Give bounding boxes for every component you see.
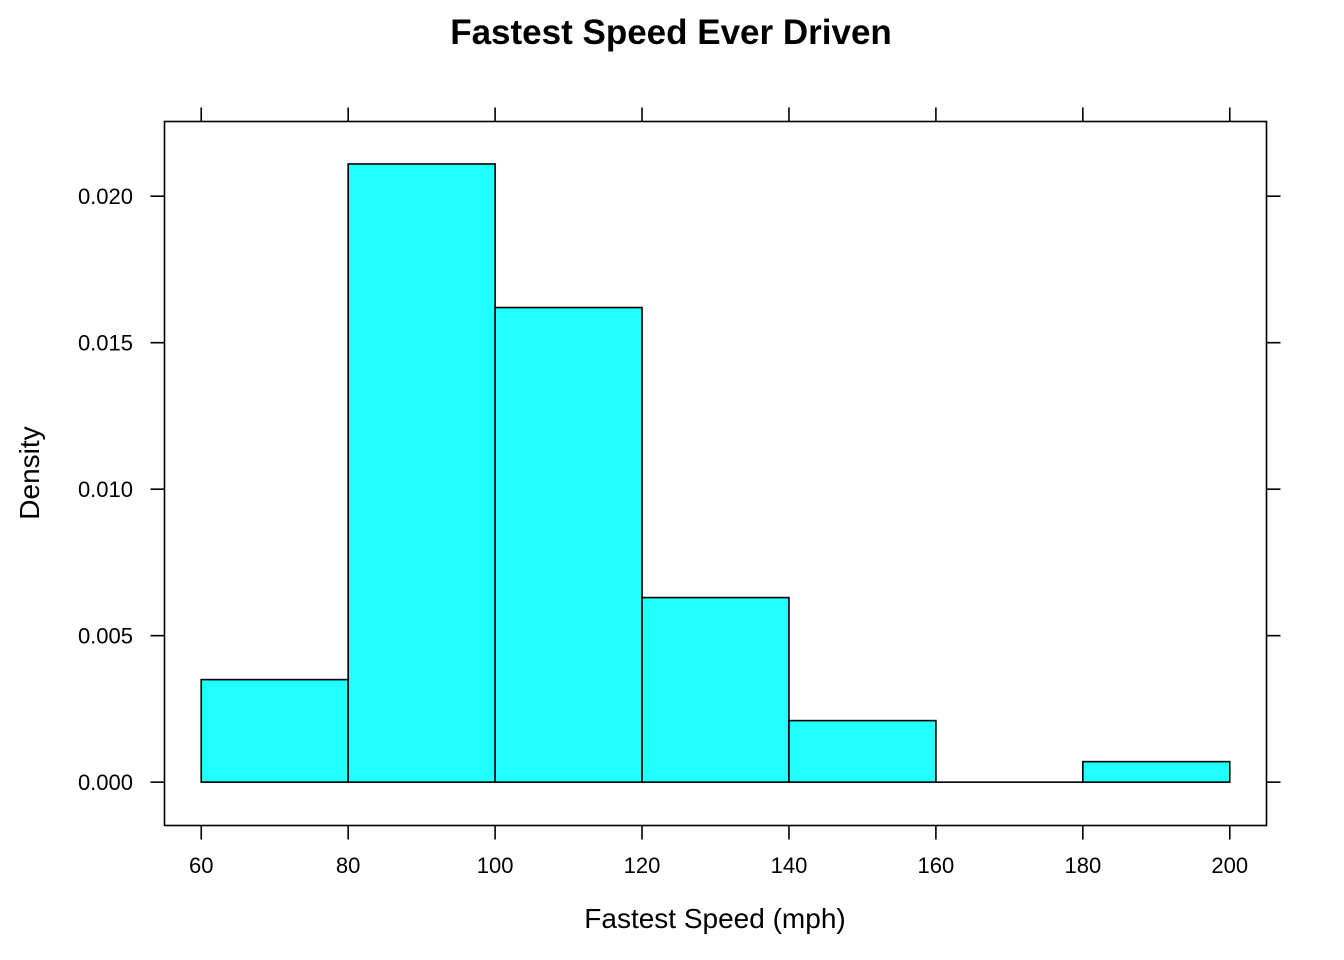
y-tick-label: 0.005: [78, 624, 133, 649]
x-tick-label: 80: [336, 853, 360, 878]
y-tick-label: 0.010: [78, 477, 133, 502]
y-axis: 0.000 0.005 0.010 0.015 0.020: [78, 184, 1281, 795]
bars-group: [200, 163, 1231, 783]
histogram-bar: [200, 678, 349, 783]
x-tick-label: 180: [1064, 853, 1101, 878]
y-axis-label: Density: [14, 426, 45, 519]
histogram-bar: [494, 306, 643, 783]
x-tick-label: 100: [477, 853, 514, 878]
x-axis: 60 80 100 120 140 160 180 200: [189, 107, 1248, 878]
histogram-bar: [347, 163, 496, 783]
histogram-bar: [1082, 760, 1231, 783]
plot-frame: [163, 120, 1268, 827]
y-tick-label: 0.020: [78, 184, 133, 209]
x-tick-label: 160: [918, 853, 955, 878]
x-tick-label: 120: [624, 853, 661, 878]
x-tick-label: 140: [771, 853, 808, 878]
histogram-bar: [641, 596, 790, 783]
chart-title: Fastest Speed Ever Driven: [450, 13, 892, 52]
x-tick-label: 200: [1211, 853, 1248, 878]
y-tick-label: 0.000: [78, 770, 133, 795]
x-tick-label: 60: [189, 853, 213, 878]
x-axis-label: Fastest Speed (mph): [584, 903, 845, 934]
y-tick-label: 0.015: [78, 331, 133, 356]
histogram-bar: [788, 719, 937, 783]
